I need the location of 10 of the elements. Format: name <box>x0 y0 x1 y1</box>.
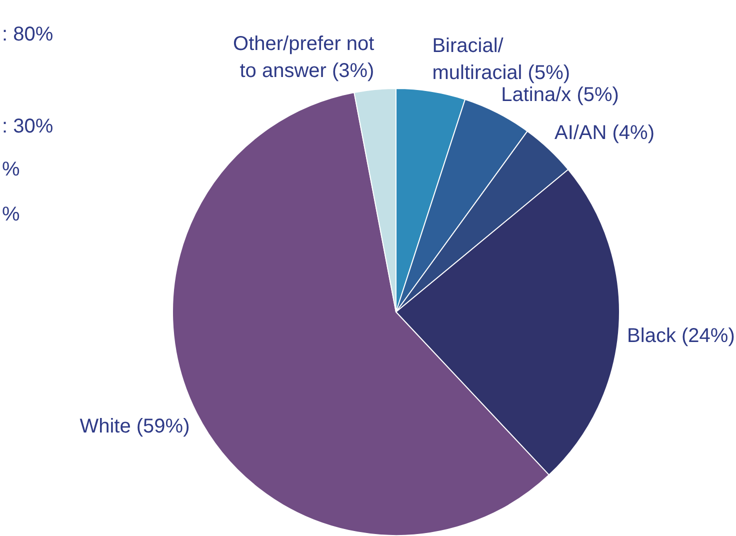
text: % <box>2 158 20 181</box>
slice-label: Latina/x (5%) <box>501 84 619 106</box>
text: % <box>2 204 20 226</box>
slice-label: Other/prefer not to answer (3%) <box>233 33 375 82</box>
text: : 80% <box>2 24 54 46</box>
slice-label: White (59%) <box>80 416 190 438</box>
slice-label: Black (24%) <box>627 325 735 348</box>
slice-label: AI/AN (4%) <box>554 122 655 144</box>
text: : 30% <box>2 116 54 138</box>
slice-label: Biracial/ multiracial (5%) <box>432 34 570 84</box>
